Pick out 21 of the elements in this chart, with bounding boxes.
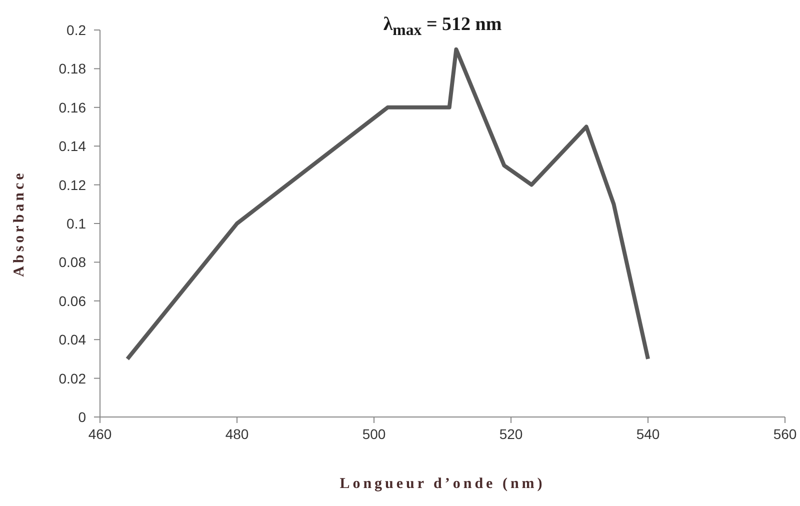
y-tick-label: 0.16 [58,99,86,116]
x-tick-label: 480 [225,426,249,442]
y-tick-label: 0.14 [58,138,86,154]
y-tick-label: 0.2 [66,22,86,38]
y-tick-label: 0.18 [58,60,86,77]
y-tick-label: 0 [78,408,86,425]
line-series [125,47,650,361]
y-tick-label: 0.12 [58,176,86,193]
y-axis-title: Absorbance [11,170,28,277]
x-tick-label: 460 [88,426,112,442]
x-tick-label: 500 [362,426,386,442]
x-tick-label: 560 [773,426,797,442]
x-tick-label: 520 [499,426,523,442]
chart-title: λ$_{max}$ = 512 nm [382,14,503,40]
x-axis-title: Longueur d’onde (nm) [340,476,546,492]
y-tick-label: 0.08 [58,254,86,270]
y-tick-label: 0.06 [58,292,86,309]
y-tick-label: 0.1 [66,215,86,232]
x-tick-label: 540 [636,426,660,442]
y-tick-label: 0.04 [58,332,86,348]
y-tick-label: 0.02 [58,370,86,386]
